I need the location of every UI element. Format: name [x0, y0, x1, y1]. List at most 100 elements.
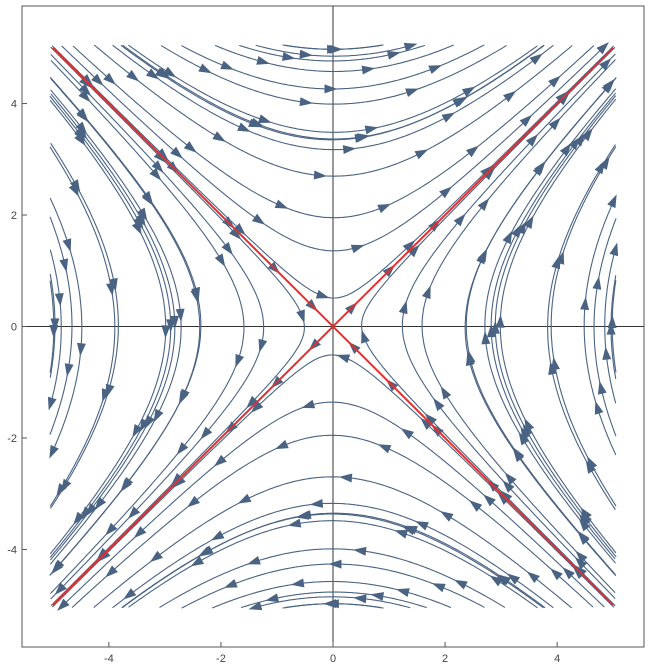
stream-arrowhead: [190, 556, 205, 567]
stream-arrowhead: [594, 400, 604, 415]
stream-arrowhead: [534, 160, 546, 175]
stream-arrowhead: [497, 492, 510, 505]
stream-arrowhead: [511, 224, 522, 238]
stream-arrowhead: [324, 84, 338, 94]
stream-arrowhead: [287, 518, 302, 528]
streamline: [59, 401, 605, 609]
stream-arrowhead: [178, 390, 189, 405]
stream-arrowhead: [80, 73, 94, 87]
stream-arrowhead: [149, 550, 163, 563]
streamline: [93, 476, 572, 609]
stream-arrowhead: [609, 242, 619, 257]
stream-arrowhead: [80, 506, 93, 520]
stream-arrowhead: [529, 53, 543, 65]
stream-arrowhead: [580, 507, 592, 521]
streamline: [112, 502, 554, 609]
stream-arrowhead: [233, 223, 246, 236]
stream-arrowhead: [105, 565, 118, 578]
stream-arrowhead: [502, 230, 513, 245]
stream-arrowhead: [170, 146, 183, 159]
stream-arrowhead: [572, 566, 586, 580]
stream-arrowhead: [175, 308, 185, 322]
stream-arrowhead: [237, 122, 251, 132]
stream-arrowhead: [301, 399, 316, 409]
streamline: [159, 548, 506, 608]
stream-arrowhead: [587, 456, 598, 470]
stream-arrowhead: [568, 136, 581, 150]
stream-arrowhead: [519, 114, 533, 127]
streamline: [52, 354, 615, 608]
stream-arrowhead: [133, 526, 147, 539]
stream-arrowhead: [187, 495, 201, 508]
stream-arrowhead: [59, 258, 69, 273]
stream-arrowhead: [396, 588, 410, 597]
stream-arrowhead: [76, 109, 89, 123]
stream-arrowhead: [439, 186, 453, 199]
stream-arrowhead: [75, 125, 88, 140]
stream-arrowhead: [580, 511, 592, 525]
stream-arrowhead: [149, 167, 162, 181]
stream-arrowhead: [54, 293, 64, 307]
stream-arrowhead: [454, 96, 468, 107]
stream-arrowhead: [495, 574, 510, 586]
stream-arrowhead: [420, 417, 433, 430]
stream-arrowhead: [74, 132, 86, 146]
stream-arrowhead: [489, 575, 503, 587]
stream-arrowhead: [101, 388, 111, 402]
stream-arrowhead: [607, 194, 617, 209]
stream-arrowhead: [258, 338, 268, 353]
stream-arrowhead: [578, 513, 591, 528]
stream-arrowhead: [503, 90, 517, 103]
stream-arrowhead: [559, 143, 572, 157]
stream-arrowhead: [403, 42, 418, 52]
stream-arrowhead: [603, 78, 615, 92]
stream-arrowhead: [548, 117, 561, 131]
stream-arrowhead: [299, 97, 313, 107]
streamline: [61, 44, 607, 252]
x-tick-label: 4: [554, 653, 560, 665]
stream-arrowhead: [161, 325, 171, 339]
stream-arrowhead: [424, 413, 437, 426]
stream-arrowhead: [257, 114, 272, 123]
streamline: [465, 77, 617, 575]
stream-arrowhead: [76, 342, 86, 357]
stream-arrowhead: [555, 91, 568, 104]
stream-arrowhead: [461, 86, 476, 97]
stream-arrowhead: [57, 598, 70, 611]
streamline: [121, 513, 544, 609]
stream-arrowhead: [402, 240, 416, 253]
stream-arrowhead: [526, 571, 540, 584]
stream-arrowhead: [502, 480, 515, 493]
stream-arrowhead: [153, 408, 164, 423]
stream-arrowhead: [398, 300, 408, 315]
stream-arrowhead: [353, 546, 367, 556]
stream-arrowhead: [328, 559, 342, 569]
streamline: [212, 580, 452, 609]
streamline: [50, 89, 182, 565]
stream-arrowhead: [483, 494, 496, 507]
stream-arrowhead: [336, 354, 351, 364]
stream-arrowhead: [370, 592, 385, 601]
stream-arrowhead: [49, 444, 59, 459]
stream-arrowhead: [440, 511, 454, 522]
streamline: [50, 60, 245, 594]
stream-arrowhead: [68, 183, 79, 197]
stream-arrowhead: [256, 56, 270, 65]
stream-arrowhead: [441, 112, 456, 123]
stream-arrowhead: [56, 483, 67, 497]
stream-arrowhead: [512, 447, 525, 461]
stream-arrowhead: [141, 192, 154, 206]
y-tick-label: 4: [11, 99, 17, 111]
x-tick-label: -4: [104, 653, 114, 665]
y-tick-label: 0: [11, 322, 17, 334]
streamlines: [47, 42, 619, 611]
stream-arrowhead: [454, 579, 468, 590]
stream-arrowhead: [606, 321, 616, 335]
stream-arrowhead: [200, 426, 213, 440]
y-tick-label: -4: [7, 544, 17, 556]
stream-arrowhead: [602, 346, 612, 360]
stream-arrowhead: [145, 68, 160, 80]
stream-arrowhead: [342, 145, 357, 155]
stream-arrowhead: [597, 380, 607, 395]
stream-arrowhead: [481, 331, 491, 345]
